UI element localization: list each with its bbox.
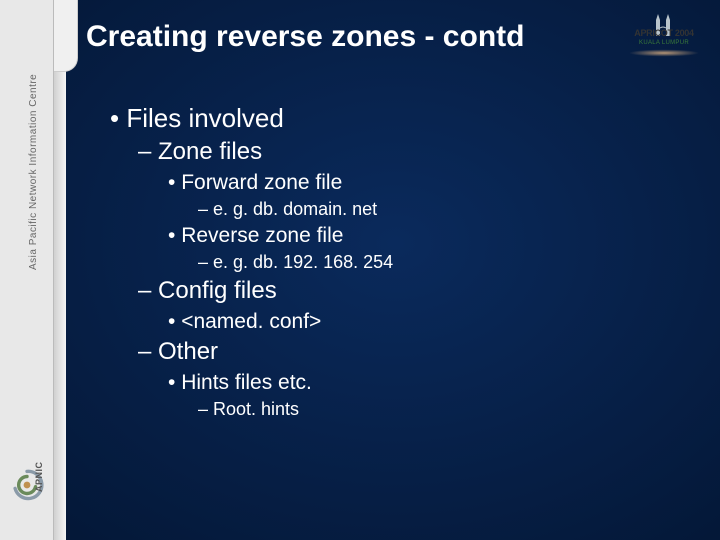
bullet-text: Zone files [158, 138, 262, 165]
bullet-lvl3: Forward zone file e. g. db. domain. net [168, 170, 700, 221]
tab-notch [54, 0, 78, 72]
bullet-lvl2: Config files <named. conf> [138, 276, 700, 336]
sidebar-vertical-label: Asia Pacific Network Information Centre [28, 74, 39, 270]
bullet-text: Hints files etc. [181, 371, 312, 394]
bullet-text: Other [158, 338, 218, 365]
bullet-lvl2: Zone files Forward zone file e. g. db. d… [138, 137, 700, 274]
bullet-lvl1: Files involved Zone files Forward zone f… [110, 102, 700, 421]
apnic-logo-text: APNIC [34, 478, 44, 492]
bullet-lvl4: e. g. db. domain. net [198, 198, 700, 221]
bullet-lvl2: Other Hints files etc. Root. hints [138, 337, 700, 421]
sidebar: Asia Pacific Network Information Centre … [0, 0, 54, 540]
bullet-text: <named. conf> [181, 310, 321, 333]
bullet-lvl4: Root. hints [198, 398, 700, 421]
bullet-lvl4: e. g. db. 192. 168. 254 [198, 251, 700, 274]
slide-title: Creating reverse zones - contd [86, 20, 700, 54]
bullet-text: e. g. db. 192. 168. 254 [213, 252, 393, 272]
slide-content: Creating reverse zones - contd Files inv… [86, 20, 700, 520]
bullet-text: Reverse zone file [181, 224, 343, 247]
bullet-lvl3: Hints files etc. Root. hints [168, 370, 700, 421]
bullet-text: Config files [158, 277, 277, 304]
slide: Asia Pacific Network Information Centre … [0, 0, 720, 540]
bullet-text: Files involved [126, 103, 284, 133]
bullet-lvl3: Reverse zone file e. g. db. 192. 168. 25… [168, 223, 700, 274]
bullet-lvl3: <named. conf> [168, 309, 700, 336]
bullet-text: Forward zone file [181, 171, 342, 194]
tab-strip [54, 0, 66, 540]
bullet-text: Root. hints [213, 399, 299, 419]
bullet-text: e. g. db. domain. net [213, 199, 377, 219]
apnic-logo: APNIC [6, 468, 48, 530]
slide-bullets: Files involved Zone files Forward zone f… [86, 102, 700, 421]
